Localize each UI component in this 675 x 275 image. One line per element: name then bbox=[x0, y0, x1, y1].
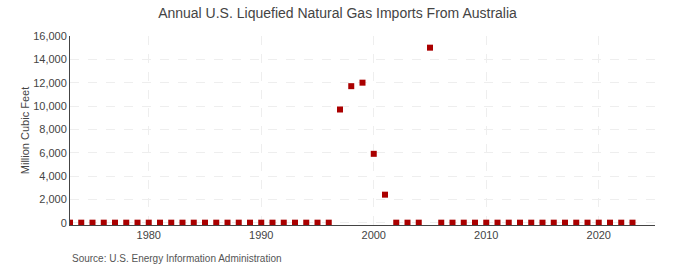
svg-text:Million Cubic Feet: Million Cubic Feet bbox=[19, 87, 31, 174]
svg-text:2,000: 2,000 bbox=[39, 193, 67, 205]
svg-text:1990: 1990 bbox=[249, 229, 273, 241]
svg-text:14,000: 14,000 bbox=[33, 53, 67, 65]
svg-text:10,000: 10,000 bbox=[33, 100, 67, 112]
svg-text:2010: 2010 bbox=[474, 229, 498, 241]
svg-text:8,000: 8,000 bbox=[39, 123, 67, 135]
svg-text:Annual U.S. Liquefied Natural: Annual U.S. Liquefied Natural Gas Import… bbox=[158, 5, 517, 21]
svg-text:6,000: 6,000 bbox=[39, 147, 67, 159]
svg-text:1980: 1980 bbox=[137, 229, 161, 241]
svg-text:12,000: 12,000 bbox=[33, 77, 67, 89]
svg-text:Source: U.S. Energy Informatio: Source: U.S. Energy Information Administ… bbox=[72, 253, 282, 264]
svg-text:16,000: 16,000 bbox=[33, 30, 67, 42]
svg-text:2020: 2020 bbox=[587, 229, 611, 241]
svg-text:2000: 2000 bbox=[362, 229, 386, 241]
svg-text:4,000: 4,000 bbox=[39, 170, 67, 182]
svg-text:0: 0 bbox=[61, 217, 67, 229]
